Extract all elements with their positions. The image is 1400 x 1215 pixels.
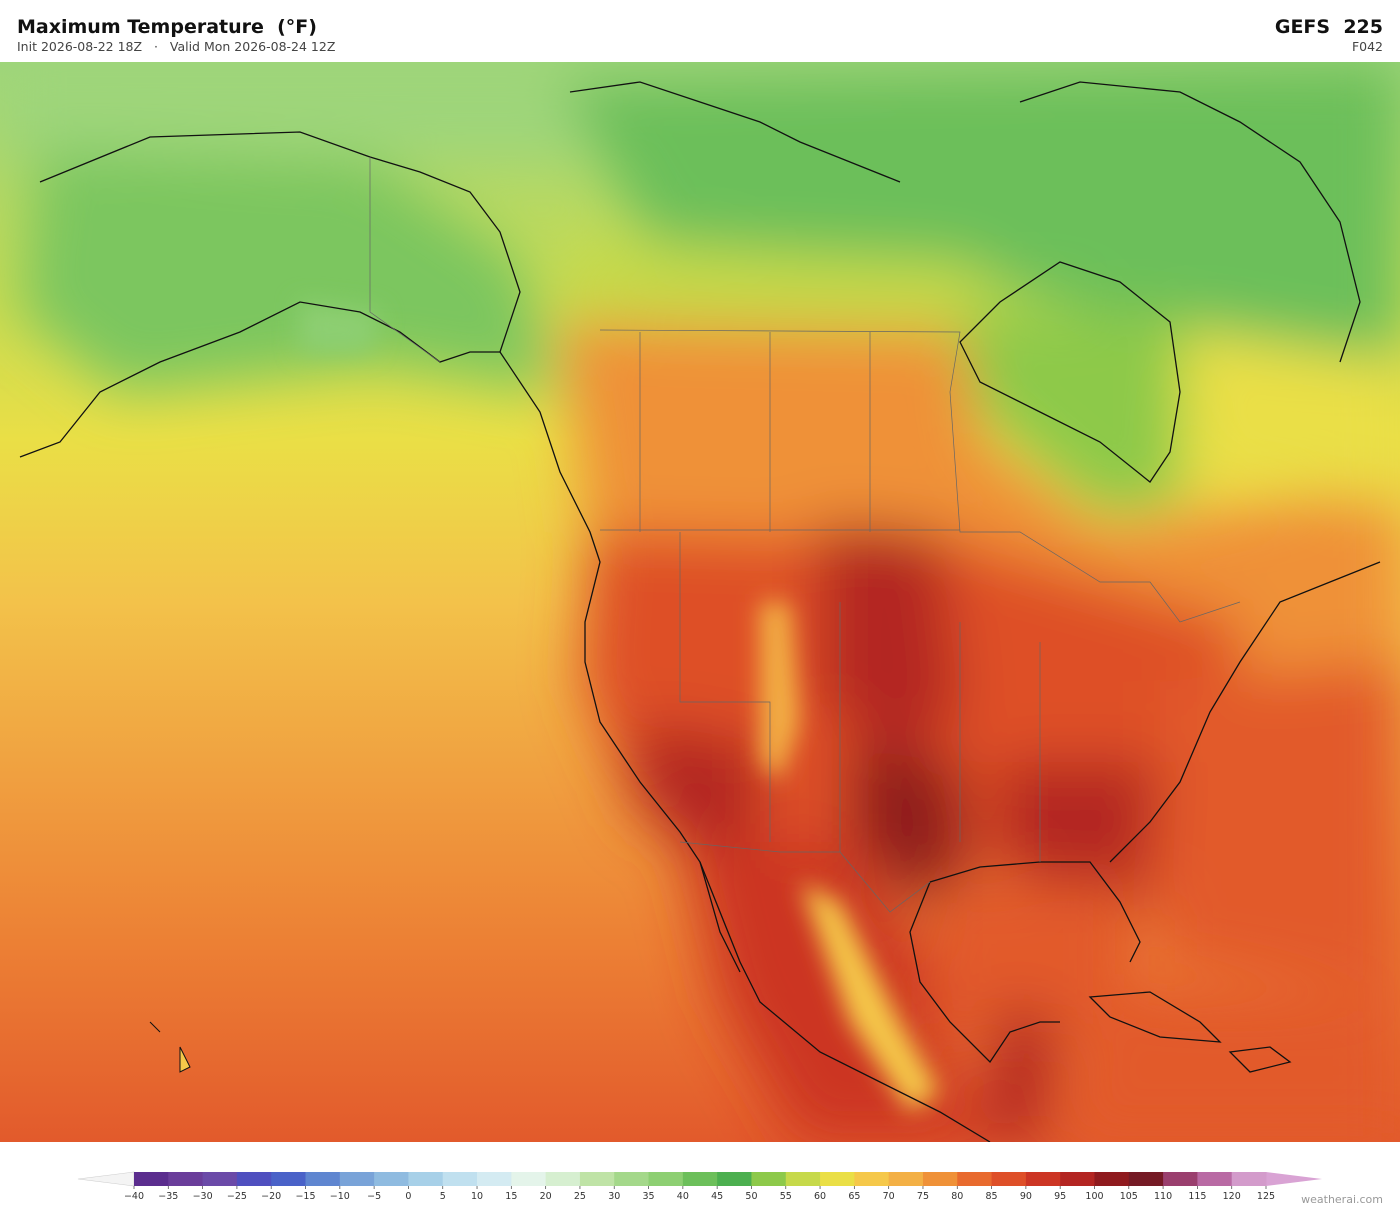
watermark: weatherai.com (1301, 1193, 1383, 1206)
tick-label: 70 (883, 1191, 895, 1202)
tick-label: −35 (158, 1191, 178, 1202)
tick-label: 125 (1257, 1191, 1275, 1202)
tick-label: 105 (1120, 1191, 1138, 1202)
colorbar-segment (991, 1172, 1027, 1186)
colorbar-segment (545, 1172, 581, 1186)
tick-label: 35 (642, 1191, 654, 1202)
colorbar-segment (888, 1172, 924, 1186)
colorbar-segment (648, 1172, 684, 1186)
colorbar-segment (236, 1172, 272, 1186)
colorbar-segment (1060, 1172, 1095, 1186)
tick-label: 15 (505, 1191, 517, 1202)
tick-label: 115 (1188, 1191, 1206, 1202)
colorbar-segment (1231, 1172, 1267, 1186)
colorbar-segment (1197, 1172, 1233, 1186)
tick-label: 30 (608, 1191, 620, 1202)
tick-label: −30 (193, 1191, 213, 1202)
colorbar-segment (682, 1172, 718, 1186)
borders (369, 157, 1241, 913)
model: GEFS 225 (1274, 16, 1383, 38)
subtitle: Init 2026-08-22 18Z · Valid Mon 2026-08-… (17, 39, 336, 54)
tick-label: 100 (1085, 1191, 1103, 1202)
tick-label: 85 (986, 1191, 998, 1202)
colorbar-segment (511, 1172, 547, 1186)
tick-label: 110 (1154, 1191, 1172, 1202)
tick-label: 45 (711, 1191, 723, 1202)
colorbar-segment (477, 1172, 512, 1186)
title: Maximum Temperature (°F) (17, 16, 317, 38)
colorbar-segment (614, 1172, 650, 1186)
colorbar-segment (785, 1172, 821, 1186)
colorbar-segment (271, 1172, 307, 1186)
colorbar-segment (1128, 1172, 1164, 1186)
hawaii (149, 1021, 191, 1073)
header: Maximum Temperature (°F) Init 2026-08-22… (0, 0, 1400, 62)
colorbar-under (77, 1171, 135, 1187)
colorbar-segment (1094, 1172, 1130, 1186)
colorbar-over (1266, 1172, 1322, 1186)
tick-label: 90 (1020, 1191, 1032, 1202)
tick-label: 80 (951, 1191, 963, 1202)
colorbar-segment (751, 1172, 787, 1186)
colorbar-segment (408, 1172, 444, 1186)
colorbar-segment (202, 1172, 238, 1186)
tick-label: 50 (745, 1191, 757, 1202)
tick-label: 120 (1223, 1191, 1241, 1202)
colorbar-segment (442, 1172, 478, 1186)
colorbar-segment (854, 1172, 890, 1186)
tick-label: 75 (917, 1191, 929, 1202)
colorbar-segment (374, 1172, 409, 1186)
colorbar: −40 −35 −30 −25 −20 −15 −10 −5 0 5 10 15 20 25 30 35 40 4… (77, 1171, 1322, 1202)
colorbar-segment (579, 1172, 615, 1186)
tick-label: 40 (677, 1191, 689, 1202)
tick-label: −15 (295, 1191, 315, 1202)
tick-label: 0 (405, 1191, 411, 1202)
tick-label: 10 (471, 1191, 483, 1202)
colorbar-segment (1163, 1172, 1198, 1186)
tick-label: 55 (780, 1191, 792, 1202)
colorbar-segment (305, 1172, 341, 1186)
map (0, 62, 1400, 1142)
colorbar-segment (339, 1172, 375, 1186)
colorbar-segment (1025, 1172, 1061, 1186)
colorbar-segment (922, 1172, 958, 1186)
tick-label: −25 (227, 1191, 247, 1202)
colorbar-segment (717, 1172, 752, 1186)
tick-label: 25 (574, 1191, 586, 1202)
tick-label: 65 (848, 1191, 860, 1202)
valid-time: Valid Mon 2026-08-24 12Z (169, 39, 336, 54)
tick-label: −5 (367, 1191, 381, 1202)
tick-label: −20 (261, 1191, 281, 1202)
colorbar-segment (168, 1172, 204, 1186)
temperature-field (0, 62, 1400, 1142)
tick-label: 5 (440, 1191, 446, 1202)
tick-label: −10 (330, 1191, 350, 1202)
init-time: Init 2026-08-22 18Z (17, 39, 143, 54)
colorbar-segment (820, 1172, 855, 1186)
forecast-hour: F042 (1351, 39, 1383, 54)
tick-label: 95 (1054, 1191, 1066, 1202)
coastlines (19, 81, 1381, 1142)
tick-label: 20 (540, 1191, 552, 1202)
colorbar-segment (134, 1172, 169, 1186)
tick-label: −40 (124, 1191, 144, 1202)
colorbar-segment (957, 1172, 993, 1186)
tick-label: 60 (814, 1191, 826, 1202)
